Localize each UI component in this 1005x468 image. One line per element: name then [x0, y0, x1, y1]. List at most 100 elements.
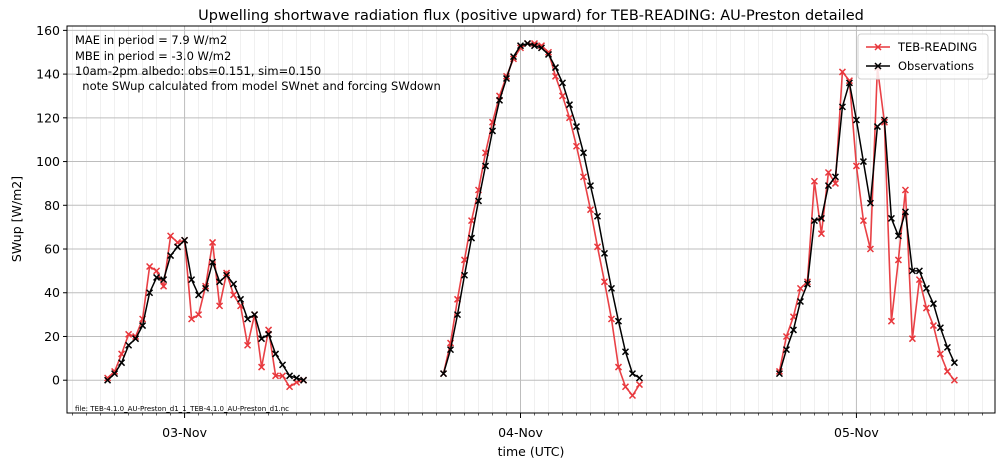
data-point-observations: [244, 315, 252, 323]
data-point-observations: [237, 295, 245, 303]
data-point-teb-reading: [922, 304, 930, 312]
y-tick-label: 80: [44, 198, 60, 213]
data-point-teb-reading: [223, 269, 231, 277]
data-point-observations: [502, 74, 511, 83]
data-point-teb-reading: [929, 322, 937, 330]
data-point-teb-reading: [824, 168, 832, 177]
data-point-teb-reading: [782, 332, 790, 341]
y-tick-label: 120: [36, 110, 60, 125]
y-tick-label: 40: [44, 285, 60, 300]
data-point-observations: [153, 273, 161, 281]
data-point-observations: [509, 53, 518, 61]
y-tick-label: 60: [44, 242, 60, 257]
data-point-teb-reading: [104, 374, 112, 382]
data-point-observations: [565, 101, 574, 109]
data-point-teb-reading: [852, 162, 860, 170]
data-point-observations: [293, 374, 301, 382]
data-point-teb-reading: [796, 284, 804, 292]
data-point-observations: [894, 232, 902, 240]
series-observations: [104, 39, 958, 384]
data-point-observations: [516, 42, 525, 50]
y-tick-label: 0: [52, 373, 60, 388]
data-point-observations: [607, 284, 616, 292]
data-point-teb-reading: [628, 391, 637, 400]
data-point-observations: [139, 322, 147, 330]
data-point-observations: [873, 123, 881, 131]
data-point-observations: [530, 42, 539, 50]
data-point-observations: [488, 127, 497, 135]
data-point-teb-reading: [901, 186, 909, 194]
data-point-observations: [579, 149, 588, 157]
data-point-observations: [824, 182, 832, 190]
data-point-observations: [195, 291, 203, 299]
data-point-observations: [460, 271, 469, 279]
data-point-observations: [544, 50, 553, 58]
data-point-observations: [104, 376, 112, 384]
data-point-observations: [859, 158, 867, 166]
data-point-teb-reading: [572, 142, 581, 150]
data-point-observations: [265, 330, 273, 338]
data-point-teb-reading: [614, 363, 623, 371]
data-point-teb-reading: [593, 243, 602, 251]
data-point-observations: [614, 317, 623, 325]
data-point-observations: [936, 324, 944, 332]
data-point-observations: [279, 361, 287, 369]
data-point-teb-reading: [209, 238, 217, 246]
data-point-teb-reading: [887, 317, 895, 325]
data-point-observations: [915, 267, 923, 275]
data-point-teb-reading: [279, 372, 287, 380]
data-point-observations: [167, 252, 175, 260]
data-point-teb-reading: [579, 173, 588, 181]
data-point-observations: [901, 208, 909, 216]
data-point-observations: [929, 300, 937, 308]
legend-label-observations: Observations: [898, 59, 974, 73]
x-tick-label: 04-Nov: [498, 425, 543, 440]
data-point-teb-reading: [908, 335, 916, 343]
data-point-teb-reading: [153, 267, 161, 275]
data-point-teb-reading: [621, 383, 630, 391]
data-point-observations: [251, 311, 259, 319]
data-point-teb-reading: [551, 72, 560, 80]
data-point-teb-reading: [845, 77, 853, 85]
data-point-teb-reading: [950, 376, 958, 384]
data-point-observations: [453, 311, 462, 319]
data-point-observations: [803, 280, 811, 288]
minor-grid: [72, 26, 983, 413]
data-point-observations: [817, 214, 825, 222]
data-point-observations: [216, 278, 224, 286]
data-point-teb-reading: [565, 114, 574, 122]
data-point-teb-reading: [558, 92, 567, 100]
data-point-observations: [789, 326, 797, 334]
data-point-observations: [880, 116, 888, 124]
legend-swatch-teb-reading: [866, 43, 890, 51]
data-point-observations: [523, 39, 532, 48]
data-point-observations: [950, 359, 958, 367]
data-point-teb-reading: [635, 381, 644, 389]
data-point-observations: [831, 173, 839, 181]
data-point-observations: [202, 284, 210, 292]
data-point-observations: [600, 249, 609, 257]
data-point-observations: [474, 197, 483, 205]
annotation-mae: MAE in period = 7.9 W/m2: [75, 33, 227, 47]
axes-layer: 0 20 40 60 80 100 120 140 160 03-Nov 04-Nov 05-Nov: [36, 23, 983, 440]
data-point-observations: [810, 217, 818, 225]
annotation-mbe: MBE in period = -3.0 W/m2: [75, 49, 231, 63]
y-tick-label: 160: [36, 23, 60, 38]
data-point-observations: [223, 271, 231, 279]
x-tick-label: 03-Nov: [162, 425, 207, 440]
data-point-observations: [160, 276, 168, 284]
data-point-observations: [146, 289, 154, 297]
data-point-observations: [481, 162, 490, 170]
data-point-teb-reading: [838, 68, 846, 76]
data-point-observations: [845, 79, 853, 87]
legend-box: [857, 33, 989, 80]
series-line-observations: [778, 82, 956, 374]
data-point-observations: [621, 348, 630, 356]
data-point-teb-reading: [467, 217, 476, 225]
data-point-teb-reading: [607, 315, 616, 323]
data-point-teb-reading: [244, 341, 252, 349]
y-tick-label: 140: [36, 67, 60, 82]
data-point-observations: [286, 372, 294, 380]
